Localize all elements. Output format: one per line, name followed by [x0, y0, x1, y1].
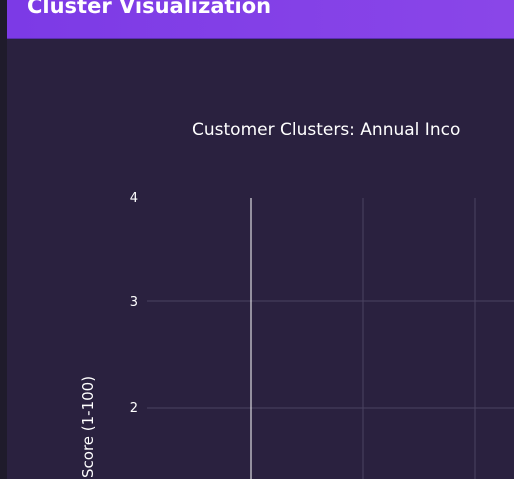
- y-tick-label-3: 3: [130, 295, 138, 310]
- y-axis-label: Score (1-100): [79, 376, 97, 478]
- y-tick-label-4: 4: [130, 191, 138, 206]
- panel-title: Cluster Visualization: [27, 0, 272, 18]
- chart-title: Customer Clusters: Annual Inco: [192, 120, 460, 140]
- y-tick-label-2: 2: [130, 401, 138, 416]
- cluster-visualization-panel: Cluster Visualization Customer Clusters:…: [7, 0, 514, 479]
- left-strip: [0, 0, 7, 479]
- cluster-chart: Customer Clusters: Annual Inco 4 3 2 Sco…: [79, 120, 514, 479]
- panel-header: Cluster Visualization: [7, 0, 514, 39]
